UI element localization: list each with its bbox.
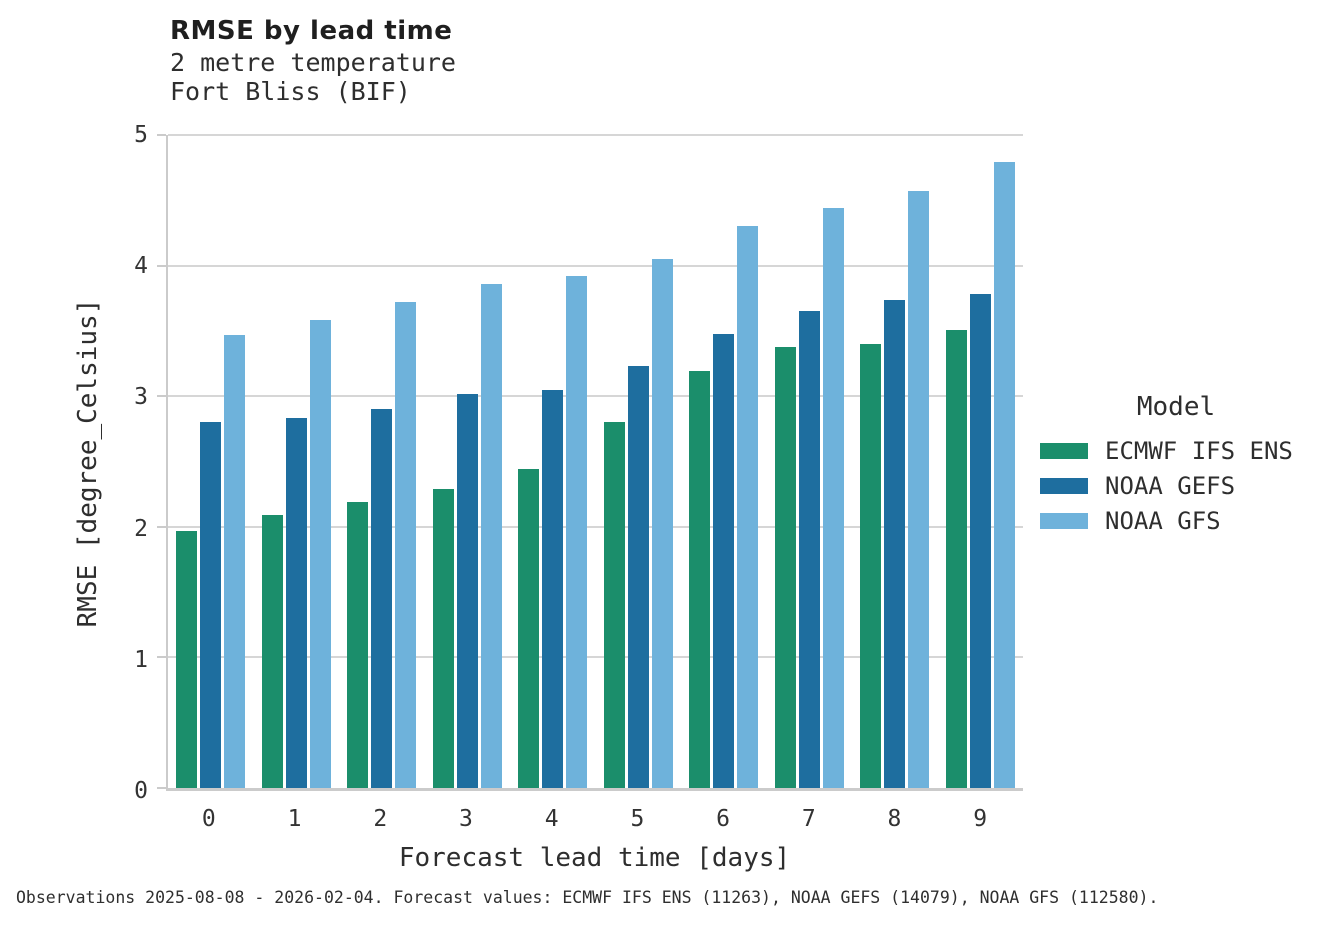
x-tick-label: 9	[973, 806, 988, 832]
plot-area	[157, 134, 1023, 791]
bar	[480, 283, 502, 788]
bar-group	[852, 135, 938, 788]
y-tick-mark	[157, 134, 166, 136]
bar	[774, 346, 796, 788]
bar-group	[254, 135, 340, 788]
bar	[860, 343, 882, 788]
y-tick-mark	[157, 395, 166, 398]
y-axis-tick-labels: 0 1 2 3 4 5	[98, 122, 148, 804]
legend-title: Model	[1136, 392, 1216, 422]
bar	[713, 333, 735, 788]
bar	[566, 276, 588, 788]
legend-entry: NOAA GFS	[1040, 503, 1312, 538]
y-tick-label: 2	[134, 515, 148, 542]
gridline	[168, 134, 1023, 136]
bar	[908, 191, 930, 788]
legend-label: NOAA GEFS	[1105, 471, 1236, 500]
bar	[542, 389, 564, 788]
bar	[689, 371, 711, 788]
y-tick-mark	[157, 787, 166, 789]
bar	[969, 294, 991, 788]
legend-entry: NOAA GEFS	[1040, 468, 1312, 503]
legend-label: NOAA GFS	[1105, 506, 1221, 535]
y-tick-label: 1	[134, 646, 148, 673]
y-tick-label: 4	[134, 253, 148, 280]
legend-swatch	[1040, 477, 1088, 494]
bar-group	[339, 135, 425, 788]
gridline	[168, 525, 1023, 528]
gridline	[168, 395, 1023, 398]
x-tick-label: 1	[287, 806, 302, 832]
x-tick-label: 8	[887, 806, 902, 832]
bar	[432, 488, 454, 788]
legend-swatch	[1040, 442, 1088, 459]
bar	[371, 409, 393, 788]
y-tick-mark	[157, 525, 166, 528]
bar-group	[938, 135, 1024, 788]
y-tick-label: 5	[134, 122, 148, 148]
bar	[518, 469, 540, 788]
bar-group	[168, 135, 254, 788]
x-tick-label: 3	[459, 806, 473, 832]
legend-entry: ECMWF IFS ENS	[1040, 433, 1312, 468]
chart-title: RMSE by lead time	[170, 16, 453, 46]
bar	[309, 320, 331, 788]
gridline	[168, 264, 1023, 267]
title-block: RMSE by lead time 2 metre temperature Fo…	[170, 14, 456, 106]
bar-group	[681, 135, 767, 788]
bar	[224, 334, 246, 788]
x-axis-title: Forecast lead time [days]	[398, 843, 791, 873]
x-tick-label: 4	[544, 806, 559, 832]
bar	[884, 299, 906, 788]
bar	[651, 259, 673, 788]
x-tick-label: 6	[716, 806, 730, 832]
legend-swatch	[1040, 512, 1088, 529]
bar	[627, 366, 649, 788]
bar	[176, 530, 198, 788]
bar	[945, 329, 967, 788]
legend-label: ECMWF IFS ENS	[1105, 436, 1293, 465]
bar	[603, 422, 625, 788]
bar-group	[767, 135, 853, 788]
x-tick-label: 7	[801, 806, 816, 832]
bar-group	[510, 135, 596, 788]
x-tick-label: 5	[630, 806, 645, 832]
bar	[798, 311, 820, 788]
bar	[822, 208, 844, 788]
bar	[737, 226, 759, 788]
bars-layer	[168, 135, 1023, 788]
x-axis-tick-labels: 0 1 2 3 4 5 6 7 8 9	[166, 806, 1023, 832]
chart-subtitle-station: Fort Bliss (BIF)	[170, 77, 411, 106]
bar	[456, 393, 478, 788]
gridline	[168, 656, 1023, 659]
bar	[200, 422, 222, 788]
y-tick-mark	[157, 656, 166, 659]
legend-entries: ECMWF IFS ENS NOAA GEFS NOAA GFS	[1040, 433, 1312, 538]
bar	[285, 418, 307, 788]
bar-group	[425, 135, 511, 788]
bar	[261, 515, 283, 788]
bar	[993, 162, 1015, 788]
y-tick-label: 3	[134, 384, 148, 411]
bar	[347, 502, 369, 788]
x-tick-label: 2	[373, 806, 388, 832]
legend: Model ECMWF IFS ENS NOAA GEFS NOAA GFS	[1040, 393, 1312, 538]
bar	[395, 302, 417, 788]
y-tick-label: 0	[134, 778, 148, 804]
footer-caption: Observations 2025-08-08 - 2026-02-04. Fo…	[16, 888, 1159, 907]
bar-group	[596, 135, 682, 788]
x-tick-label: 0	[201, 806, 216, 832]
chart-subtitle-variable: 2 metre temperature	[170, 48, 456, 77]
y-tick-mark	[157, 264, 166, 267]
